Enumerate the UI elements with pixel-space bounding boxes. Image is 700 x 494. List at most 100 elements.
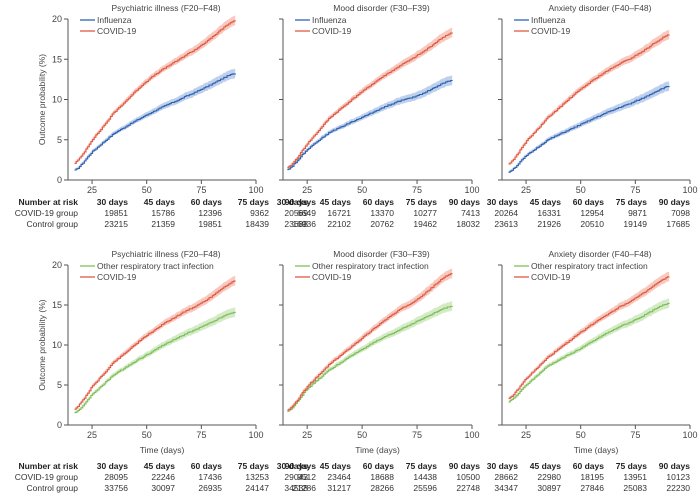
x-tick-label: 100 (682, 430, 697, 440)
legend-label: Influenza (312, 15, 347, 25)
x-tick-label: 50 (576, 430, 586, 440)
risk-value: 18688 (370, 472, 394, 482)
legend-label: Other respiratory tract infection (312, 261, 429, 271)
risk-value: 22748 (456, 483, 480, 493)
risk-day-header: 60 days (362, 197, 394, 207)
y-tick-label: 20 (52, 260, 62, 270)
ci-band-covid (508, 272, 670, 400)
risk-day-header: 90 days (448, 461, 480, 471)
risk-day-header: 45 days (143, 197, 175, 207)
risk-row-control: 34538 31217 28266 25596 22748 (262, 483, 480, 494)
risk-day-header: 60 days (190, 461, 222, 471)
risk-value: 23464 (327, 472, 351, 482)
risk-value: 10277 (413, 208, 437, 218)
risk-value: 31217 (327, 483, 351, 493)
risk-value: 22246 (151, 472, 175, 482)
series-line-covid (287, 32, 453, 169)
ci-band-influenza (287, 75, 453, 171)
risk-day-header: 60 days (190, 197, 222, 207)
risk-header-row: Number at risk 30 days 45 days 60 days 75 da… (0, 197, 316, 208)
risk-day-header: 90 days (448, 197, 480, 207)
x-tick-label: 100 (682, 185, 697, 195)
risk-header-label: Number at risk (18, 461, 78, 471)
risk-day-header: 45 days (529, 461, 561, 471)
risk-value: 14438 (413, 472, 437, 482)
risk-value: 18439 (245, 219, 269, 229)
risk-day-header: 75 days (615, 197, 647, 207)
x-tick-label: 50 (142, 430, 152, 440)
y-tick-label: 10 (52, 95, 62, 105)
risk-row-label: COVID-19 group (14, 208, 78, 218)
risk-header-row: Number at risk 30 days 45 days 60 days 75 da… (0, 461, 316, 472)
risk-day-header: 60 days (572, 197, 604, 207)
risk-row-control: 23613 21926 20510 19149 17685 (472, 219, 690, 230)
x-tick-label: 25 (87, 185, 97, 195)
risk-day-header: 90 days (658, 197, 690, 207)
ci-band-covid (287, 268, 453, 412)
risk-value: 13370 (370, 208, 394, 218)
risk-value: 12396 (198, 208, 222, 218)
risk-row-label: COVID-19 group (14, 472, 78, 482)
risk-table-1: Number at risk 30 days 45 days 60 days 75 da… (0, 197, 316, 230)
chart-panel-5: 25 50 75 100 Mood disorder (F30–F39) Time (da… (279, 249, 480, 455)
risk-value: 26935 (198, 483, 222, 493)
x-tick-label: 25 (302, 185, 312, 195)
x-tick-label: 50 (357, 430, 367, 440)
ci-band-influenza (74, 68, 236, 172)
y-axis-label: Outcome probability (%) (37, 299, 47, 390)
risk-value: 19851 (104, 208, 128, 218)
risk-value: 7413 (461, 208, 480, 218)
risk-value: 9512 (297, 472, 316, 482)
y-tick-label: 15 (52, 300, 62, 310)
risk-day-header: 30 days (276, 197, 308, 207)
risk-value: 34347 (494, 483, 518, 493)
risk-value: 19462 (413, 219, 437, 229)
x-tick-label: 25 (521, 185, 531, 195)
risk-value: 16936 (292, 219, 316, 229)
series-line-influenza (287, 79, 453, 171)
risk-value: 7098 (671, 208, 690, 218)
risk-row-covid: COVID-19 group 19851 15786 12396 9362 6649 (0, 208, 316, 219)
risk-row-covid: 20569 16721 13370 10277 7413 (262, 208, 480, 219)
legend-label: COVID-19 (531, 26, 570, 36)
x-tick-label: 75 (412, 430, 422, 440)
risk-day-header: 75 days (237, 197, 269, 207)
y-tick-label: 5 (57, 135, 62, 145)
x-tick-label: 25 (302, 430, 312, 440)
risk-day-header: 60 days (362, 461, 394, 471)
risk-value: 28266 (370, 483, 394, 493)
x-tick-label: 50 (576, 185, 586, 195)
x-axis-label: Time (days) (140, 445, 185, 455)
risk-value: 25596 (413, 483, 437, 493)
risk-value: 10123 (666, 472, 690, 482)
risk-value: 10500 (456, 472, 480, 482)
risk-value: 18195 (580, 472, 604, 482)
risk-day-header: 45 days (529, 197, 561, 207)
series-line-covid (287, 273, 453, 411)
risk-value: 25083 (623, 483, 647, 493)
legend-label: COVID-19 (312, 272, 351, 282)
y-axis-label: Outcome probability (%) (37, 54, 47, 145)
risk-day-header: 75 days (405, 461, 437, 471)
chart-panel-2: 25 50 75 100 Mood disorder (F30–F39) Influenz… (279, 3, 480, 195)
chart-panel-4: 0 5 10 15 20 25 50 75 100 Psychiatric illness (F2… (37, 249, 264, 455)
series-line-covid (508, 276, 670, 400)
risk-day-header: 30 days (486, 197, 518, 207)
chart-title: Mood disorder (F30–F39) (333, 3, 430, 13)
risk-value: 9871 (628, 208, 647, 218)
chart-title: Psychiatric illness (F20–F48) (111, 3, 220, 13)
risk-day-header: 75 days (237, 461, 269, 471)
risk-value: 24147 (245, 483, 269, 493)
risk-day-header: 30 days (96, 197, 128, 207)
risk-value: 17436 (198, 472, 222, 482)
series-line-covid (74, 20, 236, 164)
risk-day-header: 45 days (319, 461, 351, 471)
legend-label: Influenza (97, 15, 132, 25)
risk-value: 20510 (580, 219, 604, 229)
risk-day-header: 75 days (405, 197, 437, 207)
chart-panel-3: 25 50 75 100 Anxiety disorder (F40–F48) Influ… (498, 3, 698, 195)
risk-day-header: 90 days (284, 197, 316, 207)
risk-value: 22102 (327, 219, 351, 229)
legend-label: COVID-19 (531, 272, 570, 282)
chart-title: Anxiety disorder (F40–F48) (549, 249, 652, 259)
